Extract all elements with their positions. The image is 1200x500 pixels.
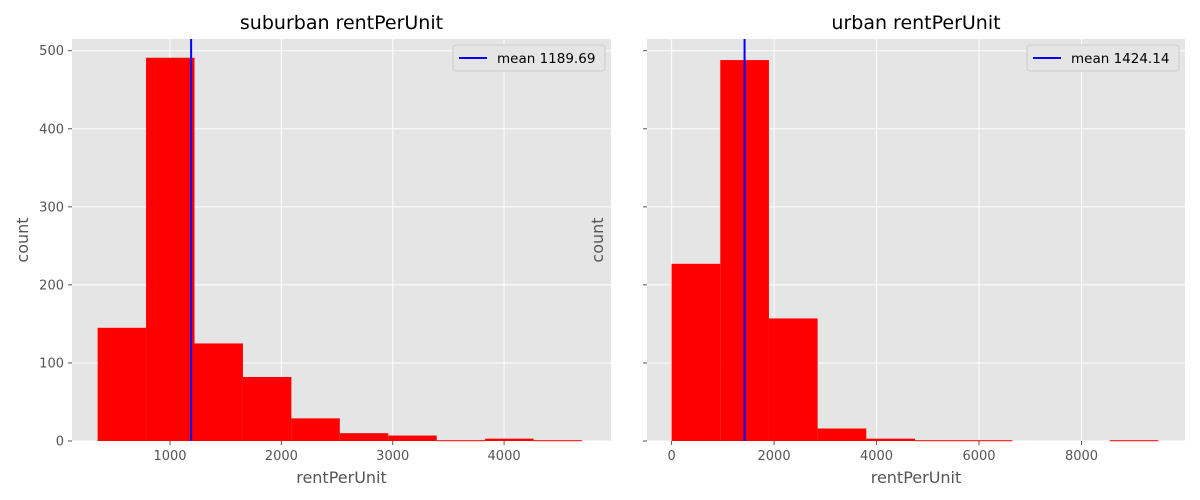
histogram-bar (914, 440, 964, 442)
y-tick-label: 0 (56, 435, 64, 450)
suburban-chart: 1000 2000 3000 4000 0 100 200 300 400 500 suburba… (13, 12, 611, 487)
legend-label: mean 1424.14 (1071, 51, 1169, 67)
histogram-bar (533, 440, 583, 442)
histogram-bar (339, 433, 389, 441)
y-tick-label: 400 (39, 122, 64, 137)
y-axis-label: count (13, 217, 32, 262)
legend-label: mean 1189.69 (497, 51, 595, 67)
axis-ticks: 1000 2000 3000 4000 0 100 200 300 400 500 (39, 44, 520, 464)
histogram-bar (817, 428, 867, 441)
x-axis-label: rentPerUnit (296, 468, 387, 487)
histogram-bar (768, 318, 818, 441)
y-tick-label: 500 (39, 44, 64, 59)
legend: mean 1189.69 (452, 44, 606, 72)
histogram-bar (291, 418, 340, 441)
y-tick-label: 200 (39, 278, 64, 293)
x-axis-label: rentPerUnit (871, 468, 962, 487)
x-tick-label: 6000 (962, 449, 995, 464)
histogram-bar (866, 438, 915, 441)
x-tick-label: 3000 (376, 449, 409, 464)
x-tick-label: 8000 (1065, 449, 1098, 464)
histogram-bars (97, 57, 583, 442)
x-tick-label: 4000 (860, 449, 893, 464)
x-tick-label: 2000 (265, 449, 298, 464)
y-tick-label: 100 (39, 356, 64, 371)
histogram-bar (963, 440, 1013, 442)
x-tick-label: 4000 (488, 449, 521, 464)
x-tick-label: 2000 (758, 449, 791, 464)
x-tick-label: 0 (667, 449, 675, 464)
histogram-bar (671, 263, 721, 441)
histogram-bar (1109, 440, 1159, 442)
histogram-bar (194, 343, 243, 441)
histogram-bar (146, 57, 195, 442)
legend-box (452, 44, 606, 72)
legend: mean 1424.14 (1026, 44, 1180, 72)
x-tick-label: 1000 (153, 449, 186, 464)
histogram-bar (242, 376, 292, 441)
histogram-bar (485, 438, 534, 441)
y-tick-label: 300 (39, 200, 64, 215)
legend-box (1026, 44, 1180, 72)
axis-ticks: 0 2000 4000 6000 8000 (643, 50, 1098, 464)
y-axis-label: count (588, 217, 607, 262)
urban-chart: 0 2000 4000 6000 8000 urban rentPerUnit rent… (588, 12, 1185, 487)
chart-title: suburban rentPerUnit (240, 12, 443, 34)
histogram-bar (97, 327, 147, 441)
histogram-bar (388, 435, 437, 441)
chart-title: urban rentPerUnit (831, 12, 1000, 34)
histogram-bar (436, 440, 486, 442)
